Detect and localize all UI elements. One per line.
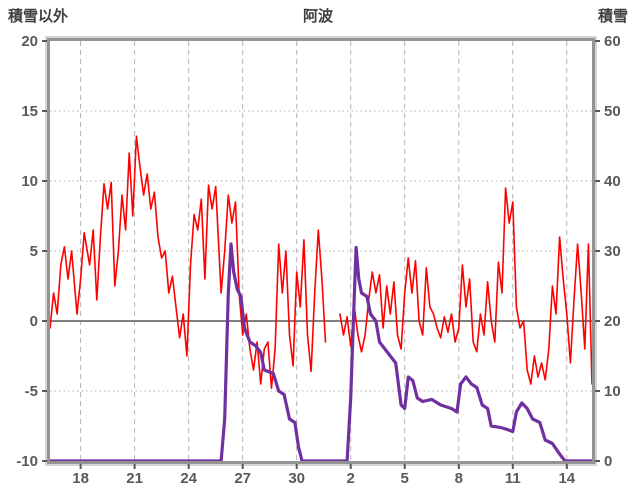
x-tick-label: 8 [455, 470, 463, 487]
x-tick-label: 11 [505, 470, 521, 487]
left-axis-title: 積雪以外 [8, 8, 69, 25]
x-tick-label: 30 [288, 470, 305, 487]
x-tick-label: 21 [126, 470, 143, 487]
y-left-tick-label: 5 [30, 243, 38, 260]
y-right-tick-label: 60 [604, 33, 621, 50]
y-right-tick-label: 20 [604, 313, 621, 330]
chart-title: 阿波 [302, 8, 333, 25]
x-tick-label: 18 [72, 470, 89, 487]
y-left-tick-label: -5 [25, 383, 38, 400]
y-right-tick-label: 30 [604, 243, 621, 260]
x-tick-label: 5 [401, 470, 409, 487]
y-left-tick-label: 20 [21, 33, 38, 50]
x-tick-label: 27 [234, 470, 251, 487]
y-left-tick-label: -10 [16, 453, 38, 470]
x-tick-label: 14 [558, 470, 575, 487]
temperature-line [339, 187, 592, 385]
y-left-tick-label: 10 [21, 173, 38, 190]
y-left-tick-label: 15 [21, 103, 38, 120]
y-left-tick-label: 0 [30, 313, 38, 330]
y-right-tick-label: 10 [604, 383, 621, 400]
y-right-tick-label: 0 [604, 453, 612, 470]
x-tick-label: 2 [347, 470, 355, 487]
plot-frame [47, 38, 595, 464]
snow-depth-line [50, 242, 592, 461]
y-right-tick-label: 50 [604, 103, 621, 120]
temperature-line [50, 135, 327, 390]
x-tick-label: 24 [180, 470, 197, 487]
y-right-tick-label: 40 [604, 173, 621, 190]
right-axis-title: 積雪 [597, 8, 628, 25]
